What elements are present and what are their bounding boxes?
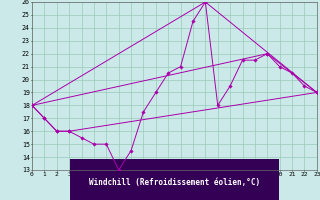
X-axis label: Windchill (Refroidissement éolien,°C): Windchill (Refroidissement éolien,°C) [89, 178, 260, 187]
